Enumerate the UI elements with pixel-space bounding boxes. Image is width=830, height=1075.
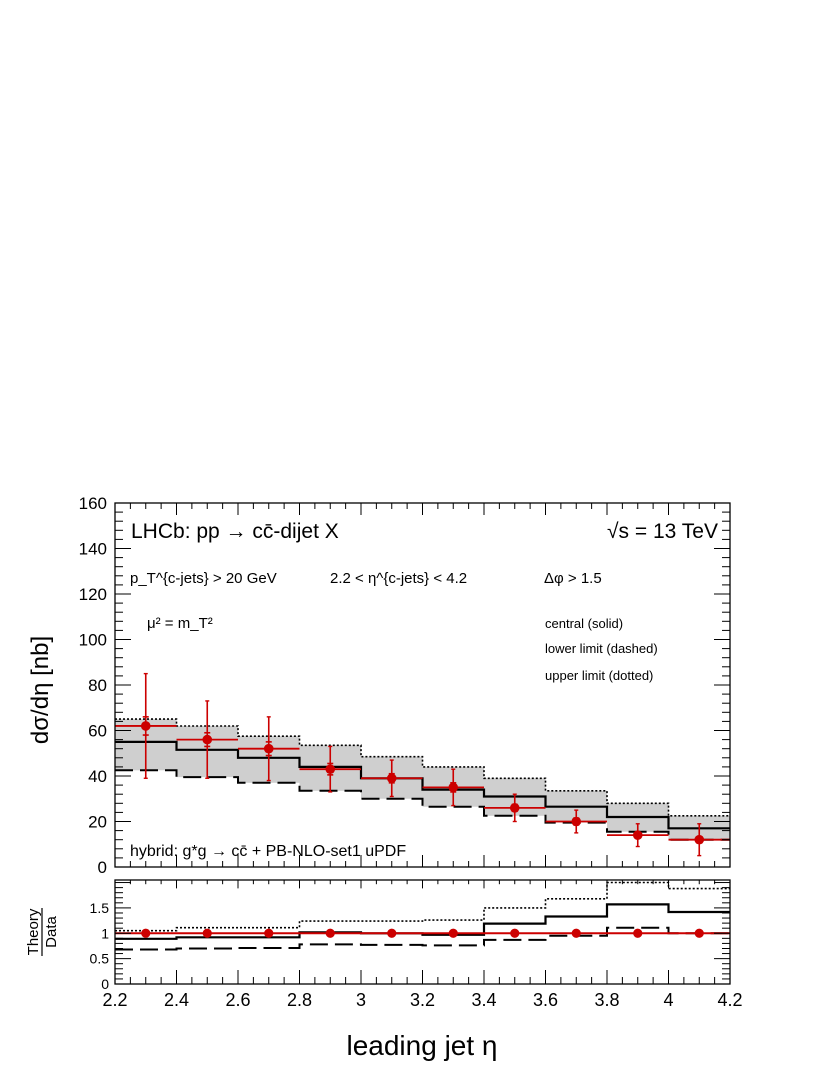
x-axis-label: leading jet η	[346, 1030, 497, 1061]
data-point	[325, 764, 336, 774]
chart-title: LHCb: pp → cc̄-dijet X	[131, 520, 339, 543]
ratio-data-point	[202, 928, 212, 938]
y-axis-label: dσ/dη [nb]	[27, 636, 54, 744]
data-point	[386, 773, 397, 784]
ratio-y-tick-label: 0	[101, 976, 109, 992]
ratio-line-dashed	[115, 926, 730, 951]
data-point	[140, 721, 151, 731]
ratio-data-point	[387, 928, 397, 938]
ratio-label-denominator: Data	[43, 916, 60, 948]
ratio-data-point	[694, 928, 704, 938]
x-tick-label: 2.2	[102, 990, 127, 1010]
ratio-y-tick-label: 0.5	[90, 951, 110, 967]
ratio-data-point	[633, 928, 643, 938]
dphi-cut-label: Δφ > 1.5	[544, 570, 602, 587]
x-tick-label: 3.6	[533, 990, 558, 1010]
legend-entry-upper: upper limit (dotted)	[545, 668, 653, 683]
y-tick-label: 0	[98, 858, 107, 877]
ratio-line-solid	[115, 903, 730, 940]
ratio-panel: 0 0.5 1 1.5 2.2 2.4 2.6 2.8 3 3.2 3.4 3.6 3.8 4 4.2 T…	[25, 879, 743, 1061]
energy-label: √s = 13 TeV	[607, 520, 718, 543]
ratio-axis-ticks	[114, 880, 731, 985]
theory-lines	[115, 718, 730, 841]
x-tick-label: 2.8	[287, 990, 312, 1010]
legend-entry-central: central (solid)	[545, 616, 623, 631]
x-tick-label: 2.6	[225, 990, 250, 1010]
model-label: hybrid: g*g → cc̄ + PB-NLO-set1 uPDF	[130, 843, 406, 860]
x-tick-label: 3	[356, 990, 366, 1010]
ratio-data-point	[264, 928, 274, 938]
series-line-dashed	[115, 769, 730, 841]
y-tick-label: 140	[79, 540, 107, 559]
data-point	[571, 816, 582, 827]
series-line-solid	[115, 740, 730, 830]
ratio-label-numerator: Theory	[25, 908, 42, 955]
x-tick-label: 2.4	[164, 990, 189, 1010]
main-panel: 0 20 40 60 80 100 120 140 160 LHCb: pp → cc̄-dij…	[27, 494, 731, 877]
ratio-y-tick-labels: 0 0.5 1 1.5	[90, 900, 110, 992]
scale-label: μ² = m_T²	[147, 615, 213, 632]
x-tick-label: 4.2	[717, 990, 742, 1010]
y-tick-label: 100	[79, 631, 107, 650]
ratio-data-point	[448, 928, 458, 938]
x-tick-labels: 2.2 2.4 2.6 2.8 3 3.2 3.4 3.6 3.8 4 4.2	[102, 990, 742, 1010]
ratio-y-label: Theory Data	[25, 908, 60, 956]
x-tick-label: 3.4	[471, 990, 496, 1010]
data-point	[632, 830, 643, 840]
y-tick-label: 120	[79, 585, 107, 604]
ratio-lines	[115, 881, 730, 951]
ratio-data-points	[141, 928, 704, 938]
y-tick-label: 160	[79, 494, 107, 513]
ratio-data-point	[571, 928, 581, 938]
data-point	[202, 734, 213, 745]
y-tick-label: 60	[88, 722, 107, 741]
y-tick-label: 20	[88, 813, 107, 832]
ratio-y-tick-label: 1	[101, 925, 109, 941]
ratio-data-point	[325, 928, 335, 938]
data-point	[694, 834, 705, 845]
legend-entry-lower: lower limit (dashed)	[545, 641, 658, 656]
ratio-line-dotted	[115, 881, 730, 932]
x-tick-label: 4	[663, 990, 673, 1010]
main-y-tick-labels: 0 20 40 60 80 100 120 140 160	[79, 494, 107, 877]
x-tick-label: 3.8	[594, 990, 619, 1010]
ratio-data-point	[510, 928, 520, 938]
ratio-data-point	[141, 928, 151, 938]
data-point	[509, 803, 520, 813]
data-points	[115, 672, 730, 857]
main-axis-ticks	[114, 502, 731, 868]
data-point	[263, 743, 274, 754]
data-point	[448, 782, 459, 793]
y-tick-label: 40	[88, 767, 107, 786]
x-tick-label: 3.2	[410, 990, 435, 1010]
pt-cut-label: p_T^{c-jets} > 20 GeV	[130, 570, 277, 587]
y-tick-label: 80	[88, 676, 107, 695]
ratio-y-tick-label: 1.5	[90, 900, 110, 916]
eta-cut-label: 2.2 < η^{c-jets} < 4.2	[330, 570, 467, 587]
